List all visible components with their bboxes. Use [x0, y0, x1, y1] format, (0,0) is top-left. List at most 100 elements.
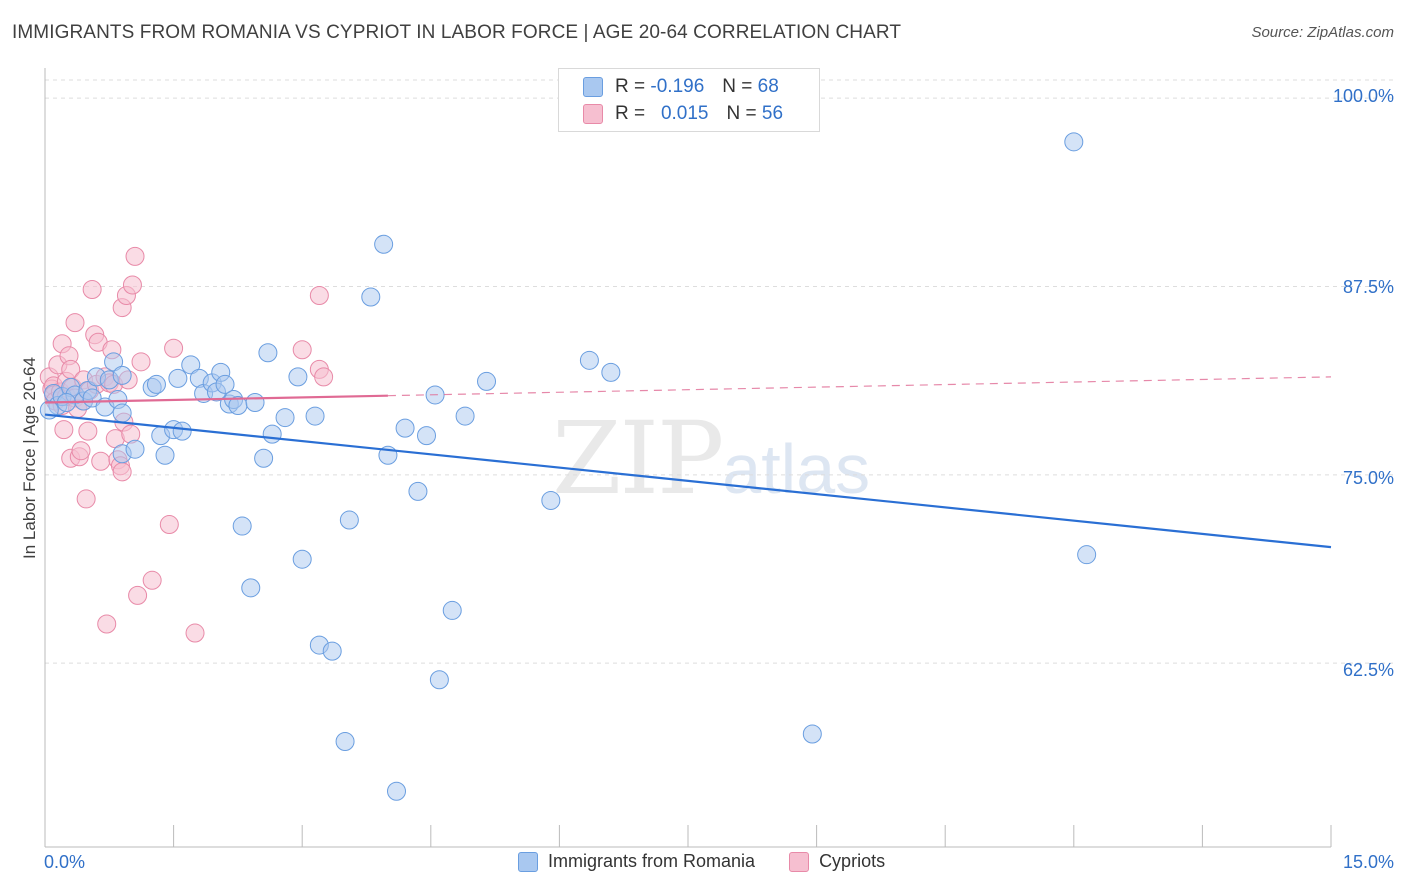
data-point-romania — [417, 426, 437, 446]
legend-swatch-blue — [583, 77, 603, 97]
legend-n-label: N = — [726, 103, 757, 124]
x-tick-label-min: 0.0% — [44, 852, 86, 872]
data-point-romania — [387, 781, 407, 801]
data-point-cypriots — [159, 515, 179, 535]
points-cypriots — [39, 246, 334, 643]
data-point-cypriots — [131, 352, 151, 372]
legend-item-cypriots[interactable]: Cypriots — [789, 851, 885, 872]
data-point-romania — [408, 481, 428, 501]
data-point-cypriots — [97, 614, 117, 634]
legend-label: Immigrants from Romania — [548, 851, 756, 871]
legend-n-label: N = — [722, 76, 753, 97]
data-point-cypriots — [122, 275, 142, 295]
data-point-romania — [168, 368, 188, 388]
data-point-romania — [245, 393, 265, 413]
trendline-cypriots-extension — [387, 376, 1332, 397]
data-point-cypriots — [78, 421, 98, 441]
data-point-cypriots — [128, 585, 148, 605]
data-point-romania — [1077, 545, 1097, 565]
data-point-romania — [241, 578, 261, 598]
trendline-romania — [44, 413, 1332, 549]
legend-r-value: -0.196 — [650, 76, 705, 97]
y-tick-label: 62.5% — [1342, 660, 1394, 680]
legend-r-label: R = — [615, 103, 646, 124]
data-point-romania — [541, 490, 561, 510]
watermark: ZIPatlas — [552, 400, 870, 517]
data-point-romania — [262, 424, 282, 444]
y-axis-label: In Labor Force | Age 20-64 — [20, 357, 39, 559]
data-point-romania — [112, 403, 132, 423]
legend-swatch-blue — [518, 851, 538, 872]
data-point-cypriots — [65, 313, 85, 333]
data-point-romania — [339, 510, 359, 530]
data-point-cypriots — [125, 246, 145, 266]
correlation-legend: R = -0.196 N = 68 R = 0.015 N = 56 — [558, 68, 820, 132]
data-point-cypriots — [54, 420, 74, 440]
series-legend: Immigrants from Romania Cypriots — [518, 851, 919, 872]
data-point-romania — [258, 343, 278, 363]
data-point-romania — [601, 362, 621, 382]
legend-swatch-pink — [789, 851, 810, 872]
data-point-cypriots — [142, 570, 162, 590]
chart-source: Source: ZipAtlas.com — [1251, 24, 1394, 41]
legend-row-cypriots: R = 0.015 N = 56 — [583, 100, 783, 128]
data-point-romania — [429, 670, 449, 690]
data-point-romania — [275, 408, 295, 428]
legend-swatch-pink — [583, 104, 603, 124]
data-point-romania — [361, 287, 381, 307]
data-point-romania — [1064, 132, 1084, 152]
y-tick-label: 100.0% — [1332, 86, 1394, 106]
grid-layer — [45, 79, 1394, 664]
legend-n-value: 56 — [761, 103, 784, 124]
data-point-romania — [146, 374, 166, 394]
data-point-romania — [232, 516, 252, 536]
legend-n-value: 68 — [757, 76, 779, 97]
data-point-romania — [181, 355, 201, 375]
data-point-romania — [442, 600, 462, 620]
watermark-zip: ZIP — [552, 400, 724, 517]
data-point-cypriots — [314, 367, 334, 387]
data-point-romania — [292, 549, 312, 569]
legend-row-romania: R = -0.196 N = 68 — [583, 73, 779, 101]
data-point-romania — [374, 234, 394, 254]
data-point-romania — [125, 439, 145, 459]
data-point-romania — [579, 350, 599, 370]
data-point-romania — [215, 374, 235, 394]
y-tick-label: 75.0% — [1342, 468, 1394, 488]
x-tick-label-max: 15.0% — [1342, 852, 1394, 872]
data-point-romania — [155, 445, 175, 465]
data-point-romania — [104, 352, 124, 372]
axis-layer — [44, 68, 1332, 848]
data-point-cypriots — [91, 451, 111, 471]
data-point-romania — [802, 724, 822, 744]
data-point-romania — [254, 448, 274, 468]
data-point-romania — [172, 421, 192, 441]
data-point-romania — [305, 406, 325, 426]
legend-label: Cypriots — [819, 851, 886, 871]
watermark-atlas: atlas — [722, 430, 871, 508]
legend-r-value: 0.015 — [660, 103, 709, 124]
data-point-cypriots — [82, 279, 102, 299]
points-romania — [39, 132, 1097, 801]
data-point-cypriots — [71, 441, 91, 461]
data-point-romania — [288, 367, 308, 387]
y-tick-label: 87.5% — [1342, 277, 1394, 297]
data-point-romania — [322, 641, 342, 661]
data-point-cypriots — [292, 340, 312, 360]
legend-item-romania[interactable]: Immigrants from Romania — [518, 851, 755, 872]
chart-title: IMMIGRANTS FROM ROMANIA VS CYPRIOT IN LA… — [12, 22, 902, 43]
data-point-cypriots — [164, 338, 184, 358]
data-point-romania — [395, 418, 415, 438]
legend-r-label: R = — [615, 76, 646, 97]
trendline-cypriots — [44, 394, 388, 404]
data-point-romania — [455, 406, 475, 426]
data-point-romania — [335, 732, 355, 752]
data-point-cypriots — [309, 286, 329, 306]
trend-layer — [44, 376, 1332, 549]
data-point-cypriots — [76, 489, 96, 509]
data-point-romania — [477, 371, 497, 391]
data-point-cypriots — [185, 623, 205, 643]
data-point-romania — [112, 365, 132, 385]
data-point-cypriots — [112, 462, 132, 482]
